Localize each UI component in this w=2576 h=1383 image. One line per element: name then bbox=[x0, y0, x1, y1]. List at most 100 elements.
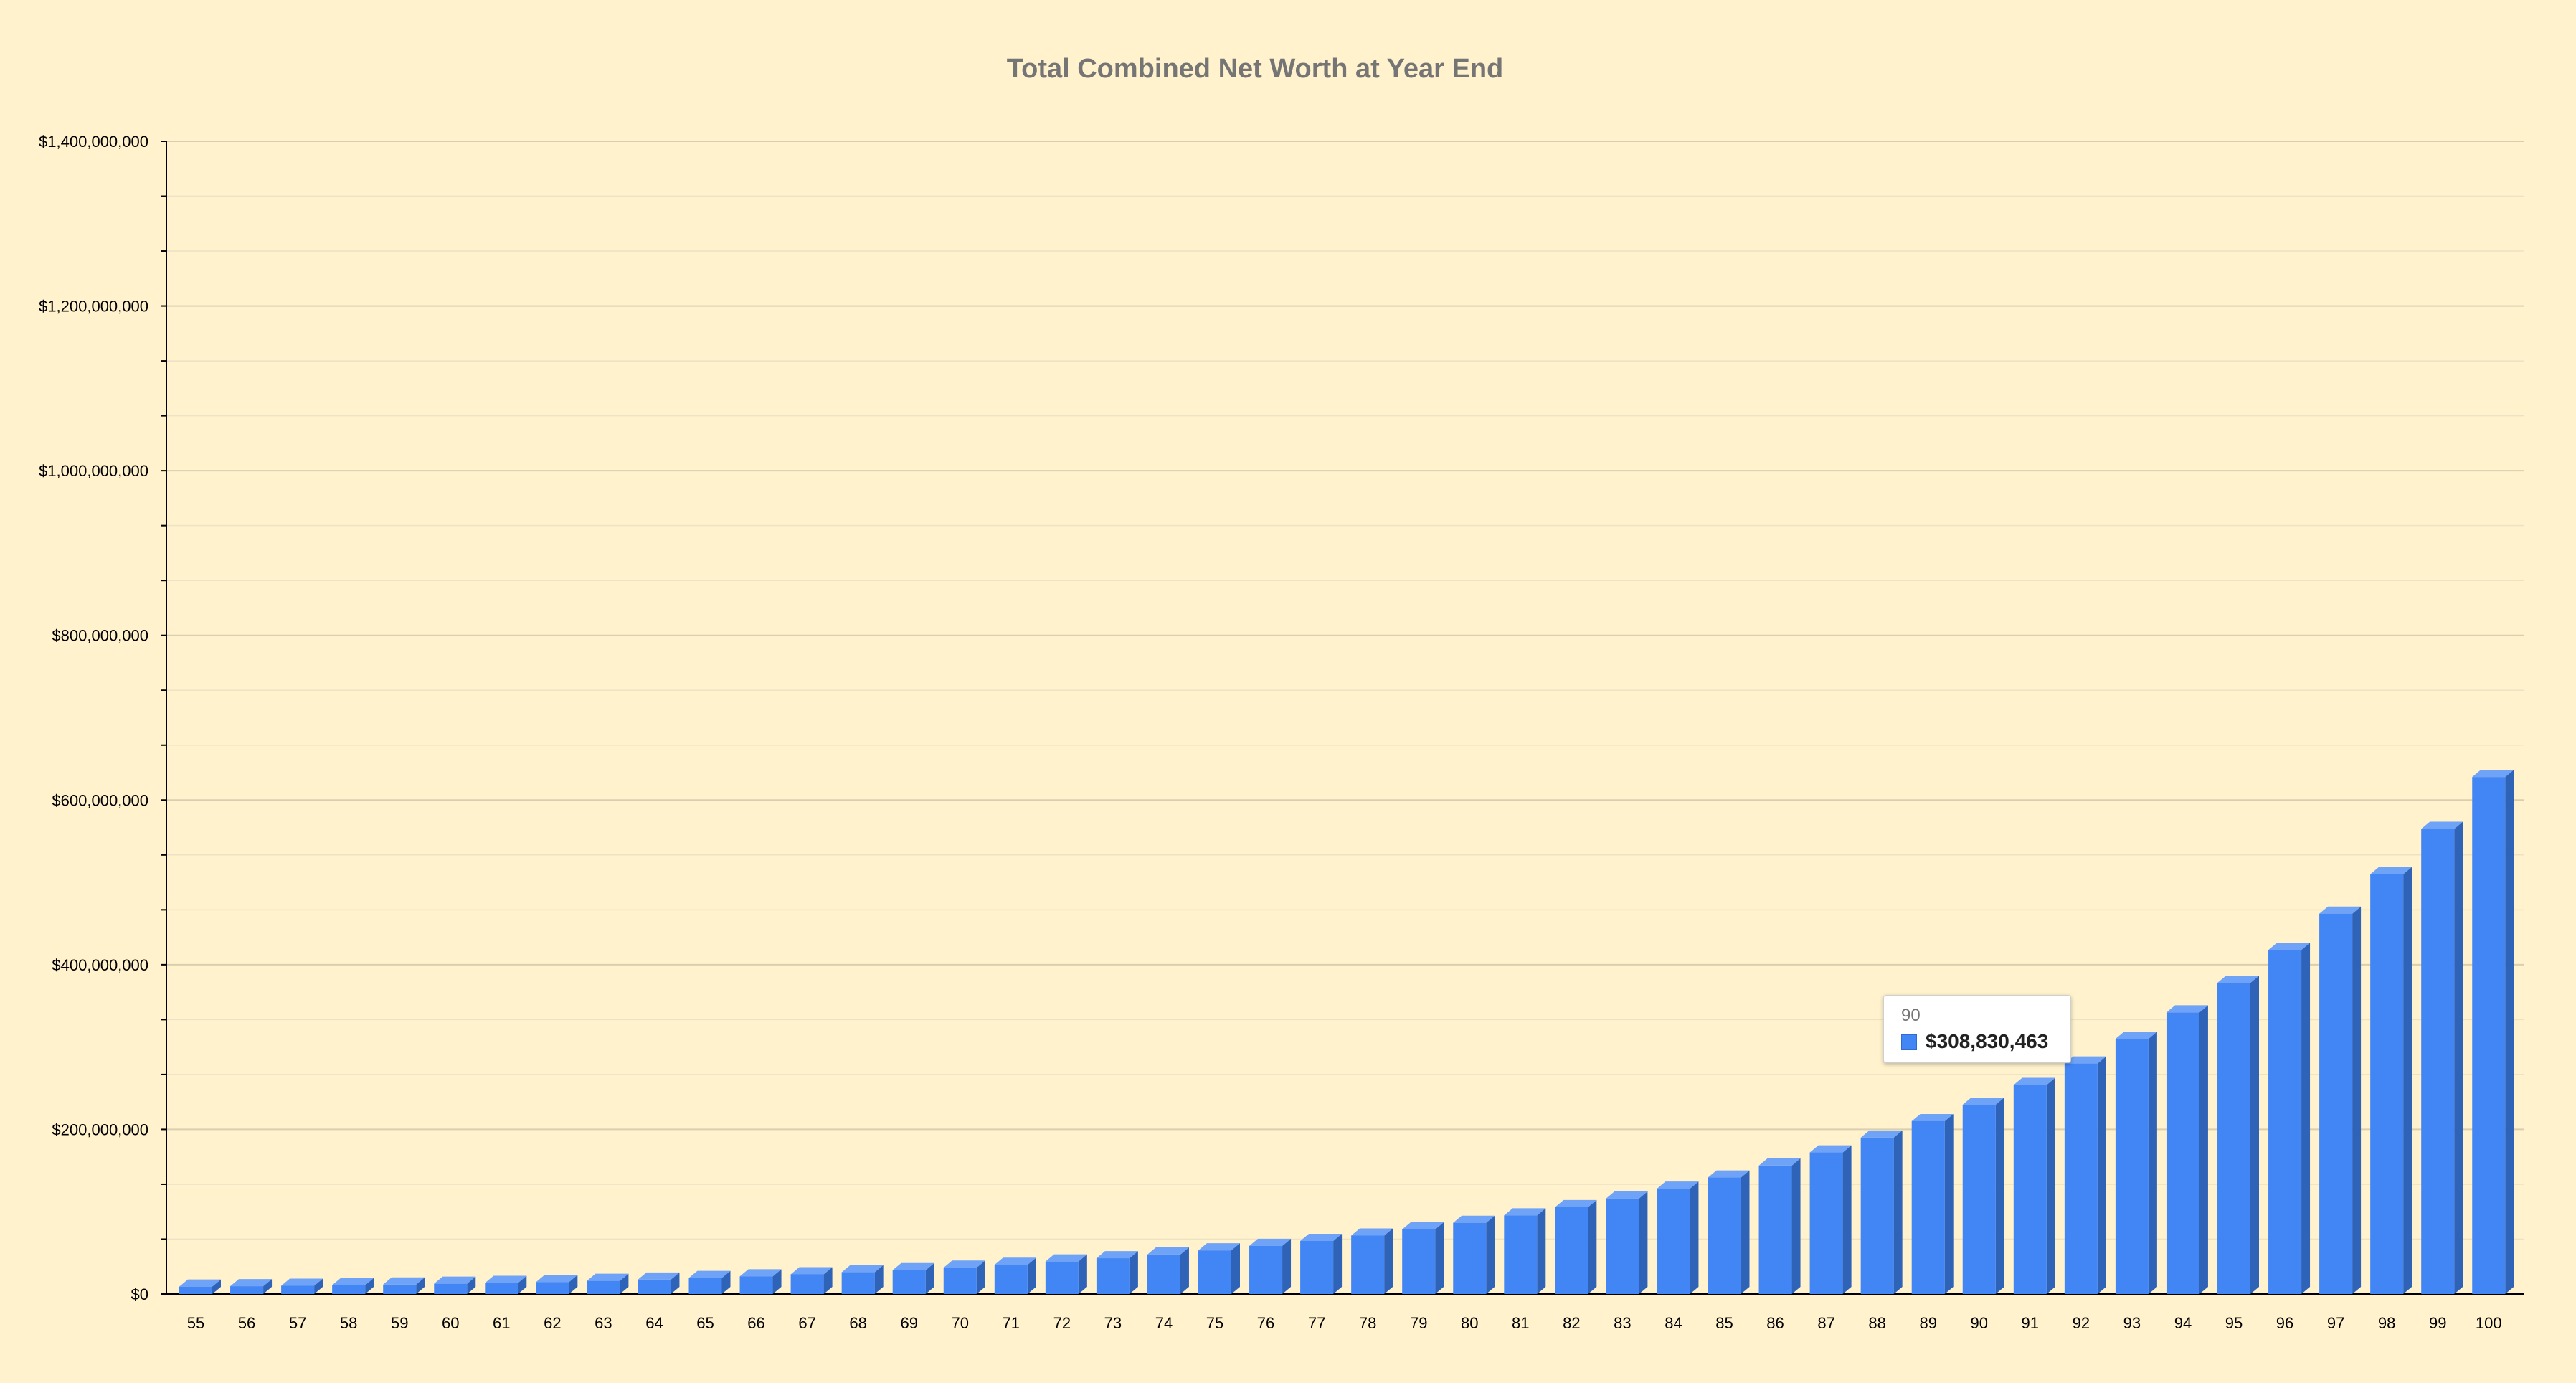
x-tick-label: 68 bbox=[849, 1314, 866, 1332]
bar bbox=[2421, 829, 2455, 1294]
x-tick-label: 98 bbox=[2378, 1314, 2395, 1332]
bar bbox=[281, 1285, 315, 1294]
bar-side bbox=[263, 1279, 273, 1294]
bar-top bbox=[1809, 1145, 1852, 1153]
y-tick-label: $800,000,000 bbox=[52, 627, 148, 645]
bar-top bbox=[1606, 1191, 1648, 1199]
data-tooltip: 90 $308,830,463 bbox=[1883, 995, 2071, 1063]
bar bbox=[1860, 1137, 1894, 1294]
bar-top bbox=[1402, 1222, 1444, 1229]
bar-side bbox=[1842, 1145, 1852, 1294]
bar-side bbox=[1180, 1247, 1189, 1294]
bar-side bbox=[1995, 1097, 2004, 1294]
x-tick-label: 78 bbox=[1359, 1314, 1376, 1332]
bar-top bbox=[1198, 1243, 1240, 1251]
bar-side bbox=[1231, 1243, 1240, 1294]
x-tick-label: 96 bbox=[2276, 1314, 2293, 1332]
bar-side bbox=[772, 1269, 782, 1294]
x-tick-label: 90 bbox=[1971, 1314, 1988, 1332]
bar-top bbox=[739, 1269, 782, 1277]
bar bbox=[383, 1284, 417, 1294]
bar bbox=[1911, 1120, 1945, 1294]
bar bbox=[1300, 1240, 1334, 1294]
x-tick-label: 67 bbox=[798, 1314, 815, 1332]
bar-top bbox=[2217, 976, 2259, 983]
bar-side bbox=[1435, 1222, 1444, 1294]
y-tick-label: $1,000,000,000 bbox=[39, 462, 148, 480]
x-tick-label: 85 bbox=[1715, 1314, 1733, 1332]
bar-side bbox=[2454, 821, 2463, 1294]
bar-top bbox=[179, 1279, 221, 1287]
bar-top bbox=[485, 1275, 527, 1283]
bar-top bbox=[1555, 1199, 1597, 1207]
bar bbox=[892, 1270, 926, 1294]
bar-top bbox=[892, 1262, 934, 1270]
x-tick-label: 97 bbox=[2327, 1314, 2344, 1332]
bar bbox=[1249, 1245, 1283, 1294]
bar-top bbox=[1911, 1113, 1954, 1121]
bar-top bbox=[1657, 1181, 1699, 1189]
bar bbox=[1045, 1261, 1079, 1294]
bar bbox=[2319, 913, 2353, 1294]
bar bbox=[587, 1280, 620, 1294]
bar-side bbox=[874, 1265, 884, 1294]
x-tick-label: 81 bbox=[1512, 1314, 1529, 1332]
tooltip-category: 90 bbox=[1901, 1006, 1921, 1025]
bar-side bbox=[925, 1262, 934, 1294]
bar-top bbox=[1096, 1251, 1138, 1259]
bar-top bbox=[2064, 1056, 2106, 1064]
bar-side bbox=[1027, 1257, 1036, 1294]
x-tick-label: 55 bbox=[187, 1314, 204, 1332]
bar-side bbox=[1333, 1233, 1343, 1294]
bar-side bbox=[212, 1279, 221, 1294]
x-tick-label: 100 bbox=[2476, 1314, 2502, 1332]
bar-side bbox=[2148, 1032, 2157, 1294]
bar-top bbox=[688, 1270, 731, 1278]
x-tick-label: 83 bbox=[1614, 1314, 1631, 1332]
bar-top bbox=[638, 1272, 680, 1280]
tooltip-value: $308,830,463 bbox=[1926, 1030, 2049, 1052]
bar-top bbox=[2421, 821, 2463, 829]
bar-top bbox=[383, 1277, 425, 1285]
x-tick-label: 89 bbox=[1919, 1314, 1936, 1332]
bar bbox=[2370, 874, 2404, 1294]
bar-side bbox=[2403, 867, 2412, 1294]
x-tick-label: 60 bbox=[442, 1314, 459, 1332]
bar-top bbox=[1249, 1238, 1292, 1246]
bar bbox=[1758, 1165, 1792, 1294]
x-tick-label: 86 bbox=[1766, 1314, 1784, 1332]
x-tick-label: 77 bbox=[1308, 1314, 1325, 1332]
bar bbox=[179, 1286, 212, 1294]
bar-side bbox=[1639, 1191, 1648, 1294]
y-tick-label: $1,200,000,000 bbox=[39, 298, 148, 316]
bar-side bbox=[1690, 1181, 1699, 1294]
bar bbox=[1504, 1215, 1538, 1294]
bar-side bbox=[365, 1278, 374, 1294]
bar bbox=[1809, 1152, 1843, 1294]
bar-side bbox=[1893, 1130, 1903, 1294]
x-tick-label: 80 bbox=[1461, 1314, 1478, 1332]
bar bbox=[1962, 1104, 1996, 1294]
x-tick-label: 56 bbox=[238, 1314, 255, 1332]
bar-side bbox=[1384, 1228, 1393, 1294]
x-tick-label: 58 bbox=[340, 1314, 357, 1332]
x-tick-label: 71 bbox=[1003, 1314, 1020, 1332]
bar bbox=[536, 1282, 569, 1294]
x-tick-label: 70 bbox=[952, 1314, 969, 1332]
x-tick-label: 69 bbox=[900, 1314, 917, 1332]
bar-side bbox=[1791, 1158, 1801, 1294]
bar-side bbox=[467, 1276, 476, 1294]
x-tick-label: 59 bbox=[391, 1314, 408, 1332]
bar-side bbox=[1078, 1254, 1087, 1294]
bar-top bbox=[1300, 1233, 1343, 1241]
bar bbox=[434, 1283, 468, 1294]
chart-title: Total Combined Net Worth at Year End bbox=[1007, 54, 1504, 84]
bar-top bbox=[1708, 1170, 1750, 1178]
x-tick-label: 62 bbox=[544, 1314, 561, 1332]
bar-top bbox=[2166, 1005, 2208, 1013]
bar bbox=[688, 1278, 722, 1294]
bar bbox=[2064, 1063, 2098, 1294]
bar bbox=[1555, 1207, 1588, 1294]
